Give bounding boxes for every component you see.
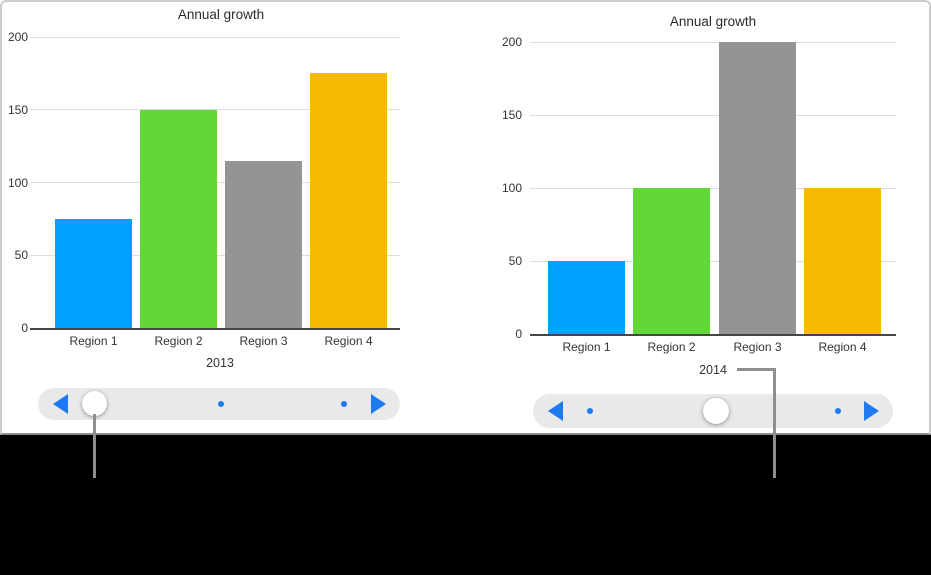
scrubber-position-dot[interactable] bbox=[835, 408, 841, 414]
x-axis-line bbox=[30, 328, 400, 330]
y-tick-label: 150 bbox=[7, 102, 28, 117]
callout-line-right-horizontal bbox=[737, 368, 776, 371]
bar-region-1[interactable] bbox=[548, 261, 625, 334]
y-tick-label: 100 bbox=[501, 181, 522, 195]
y-tick-label: 50 bbox=[508, 254, 522, 268]
x-category-label: Region 2 bbox=[154, 334, 203, 348]
bar-region-2[interactable] bbox=[633, 188, 710, 334]
x-category-label: Region 4 bbox=[324, 334, 373, 348]
x-axis-year-label-2013: 2013 bbox=[206, 356, 234, 370]
bar-region-2[interactable] bbox=[140, 109, 217, 328]
y-tick-label: 50 bbox=[14, 248, 28, 263]
chevron-left-icon[interactable] bbox=[548, 401, 563, 421]
chart-title-2014: Annual growth bbox=[669, 14, 757, 29]
bar-region-3[interactable] bbox=[719, 42, 796, 334]
chart-title-2013: Annual growth bbox=[177, 7, 265, 22]
scrubber-position-dot[interactable] bbox=[218, 401, 224, 407]
chevron-right-icon[interactable] bbox=[864, 401, 879, 421]
bar-region-4[interactable] bbox=[804, 188, 881, 334]
x-category-label: Region 3 bbox=[239, 334, 288, 348]
callout-line-right-vertical bbox=[773, 368, 776, 478]
bar-chart-2014[interactable]: 0 50 100 150 200 Region 1 Region 2 Region 3 Regi… bbox=[0, 0, 931, 433]
timeline-scrubber-2013[interactable] bbox=[38, 388, 400, 420]
x-category-label: Region 4 bbox=[818, 340, 867, 354]
scrubber-position-dot[interactable] bbox=[341, 401, 347, 407]
x-category-label: Region 2 bbox=[647, 340, 696, 354]
timeline-scrubber-2014[interactable] bbox=[533, 394, 893, 428]
gridline bbox=[530, 187, 896, 189]
chevron-left-icon[interactable] bbox=[53, 394, 68, 414]
callout-line-left bbox=[93, 414, 96, 478]
y-tick-label: 0 bbox=[21, 321, 28, 335]
scrubber-knob[interactable] bbox=[703, 398, 729, 424]
x-axis-year-label-2014: 2014 bbox=[699, 363, 727, 377]
bar-region-1[interactable] bbox=[55, 218, 132, 328]
scrubber-knob[interactable] bbox=[82, 391, 107, 416]
y-tick-label: 0 bbox=[515, 327, 522, 341]
gridline bbox=[530, 114, 896, 116]
y-tick-label: 200 bbox=[7, 30, 28, 44]
bar-region-4[interactable] bbox=[310, 73, 387, 328]
x-category-label: Region 1 bbox=[69, 334, 118, 348]
gridline bbox=[530, 260, 896, 262]
x-category-label: Region 3 bbox=[733, 340, 782, 354]
x-category-label: Region 1 bbox=[562, 340, 611, 354]
y-tick-label: 200 bbox=[501, 35, 522, 49]
chevron-right-icon[interactable] bbox=[371, 394, 386, 414]
caption-area bbox=[0, 433, 931, 575]
gridline bbox=[30, 36, 400, 38]
x-axis-line bbox=[530, 334, 896, 336]
bar-region-3[interactable] bbox=[225, 160, 302, 328]
bar-chart-2013[interactable]: 0 50 100 150 200 Region 1 Region 2 Region 3 Regi… bbox=[0, 0, 931, 433]
scrubber-position-dot[interactable] bbox=[587, 408, 593, 414]
y-tick-label: 150 bbox=[501, 108, 522, 122]
y-tick-label: 100 bbox=[7, 175, 28, 190]
gridline bbox=[530, 41, 896, 43]
